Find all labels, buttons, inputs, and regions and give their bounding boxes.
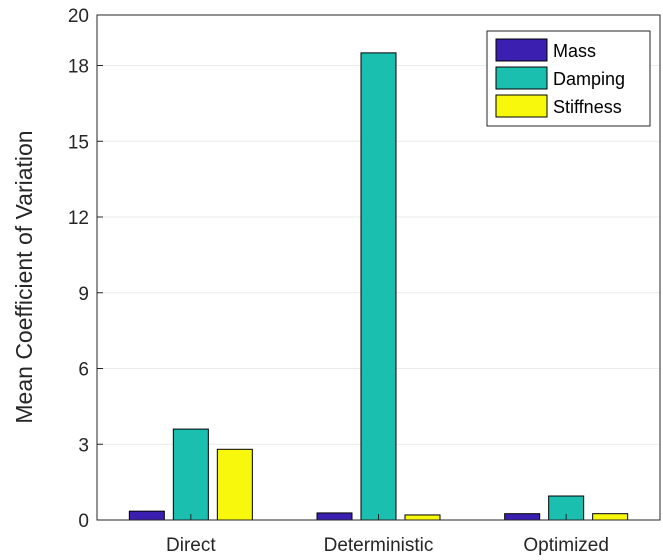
x-axis-ticks: Direct Deterministic Optimized <box>166 514 609 556</box>
y-tick-label: 9 <box>78 284 89 305</box>
bar-mass-deterministic <box>316 512 353 521</box>
y-axis-title: Mean Coefficient of Variation <box>11 130 37 423</box>
legend-swatch-damping <box>495 66 548 90</box>
y-tick-label: 15 <box>68 132 89 153</box>
legend-swatch-mass <box>495 38 548 62</box>
legend-label-mass: Mass <box>553 41 596 61</box>
x-tick-label: Deterministic <box>324 535 434 556</box>
bar-damping-direct <box>172 428 209 521</box>
bars <box>128 52 629 521</box>
y-tick-label: 3 <box>78 435 89 456</box>
y-tick-label: 6 <box>78 360 89 381</box>
legend: Mass Damping Stiffness <box>486 30 651 127</box>
x-tick-label: Optimized <box>523 535 609 556</box>
bar-stiffness-deterministic <box>404 514 441 521</box>
y-tick-label: 0 <box>78 511 89 532</box>
legend-label-stiffness: Stiffness <box>553 97 622 117</box>
bar-mass-direct <box>128 510 165 521</box>
y-tick-label: 12 <box>68 208 89 229</box>
bar-stiffness-optimized <box>592 513 629 521</box>
y-tick-label: 20 <box>68 6 89 27</box>
bar-damping-deterministic <box>360 52 397 521</box>
bar-mass-optimized <box>504 513 541 521</box>
legend-swatch-stiffness <box>495 94 548 118</box>
y-tick-label: 18 <box>68 57 89 78</box>
y-axis-ticks: 0 3 6 9 12 15 18 20 <box>68 6 103 532</box>
legend-label-damping: Damping <box>553 69 625 89</box>
x-tick-label: Direct <box>166 535 216 556</box>
bar-stiffness-direct <box>216 448 253 521</box>
